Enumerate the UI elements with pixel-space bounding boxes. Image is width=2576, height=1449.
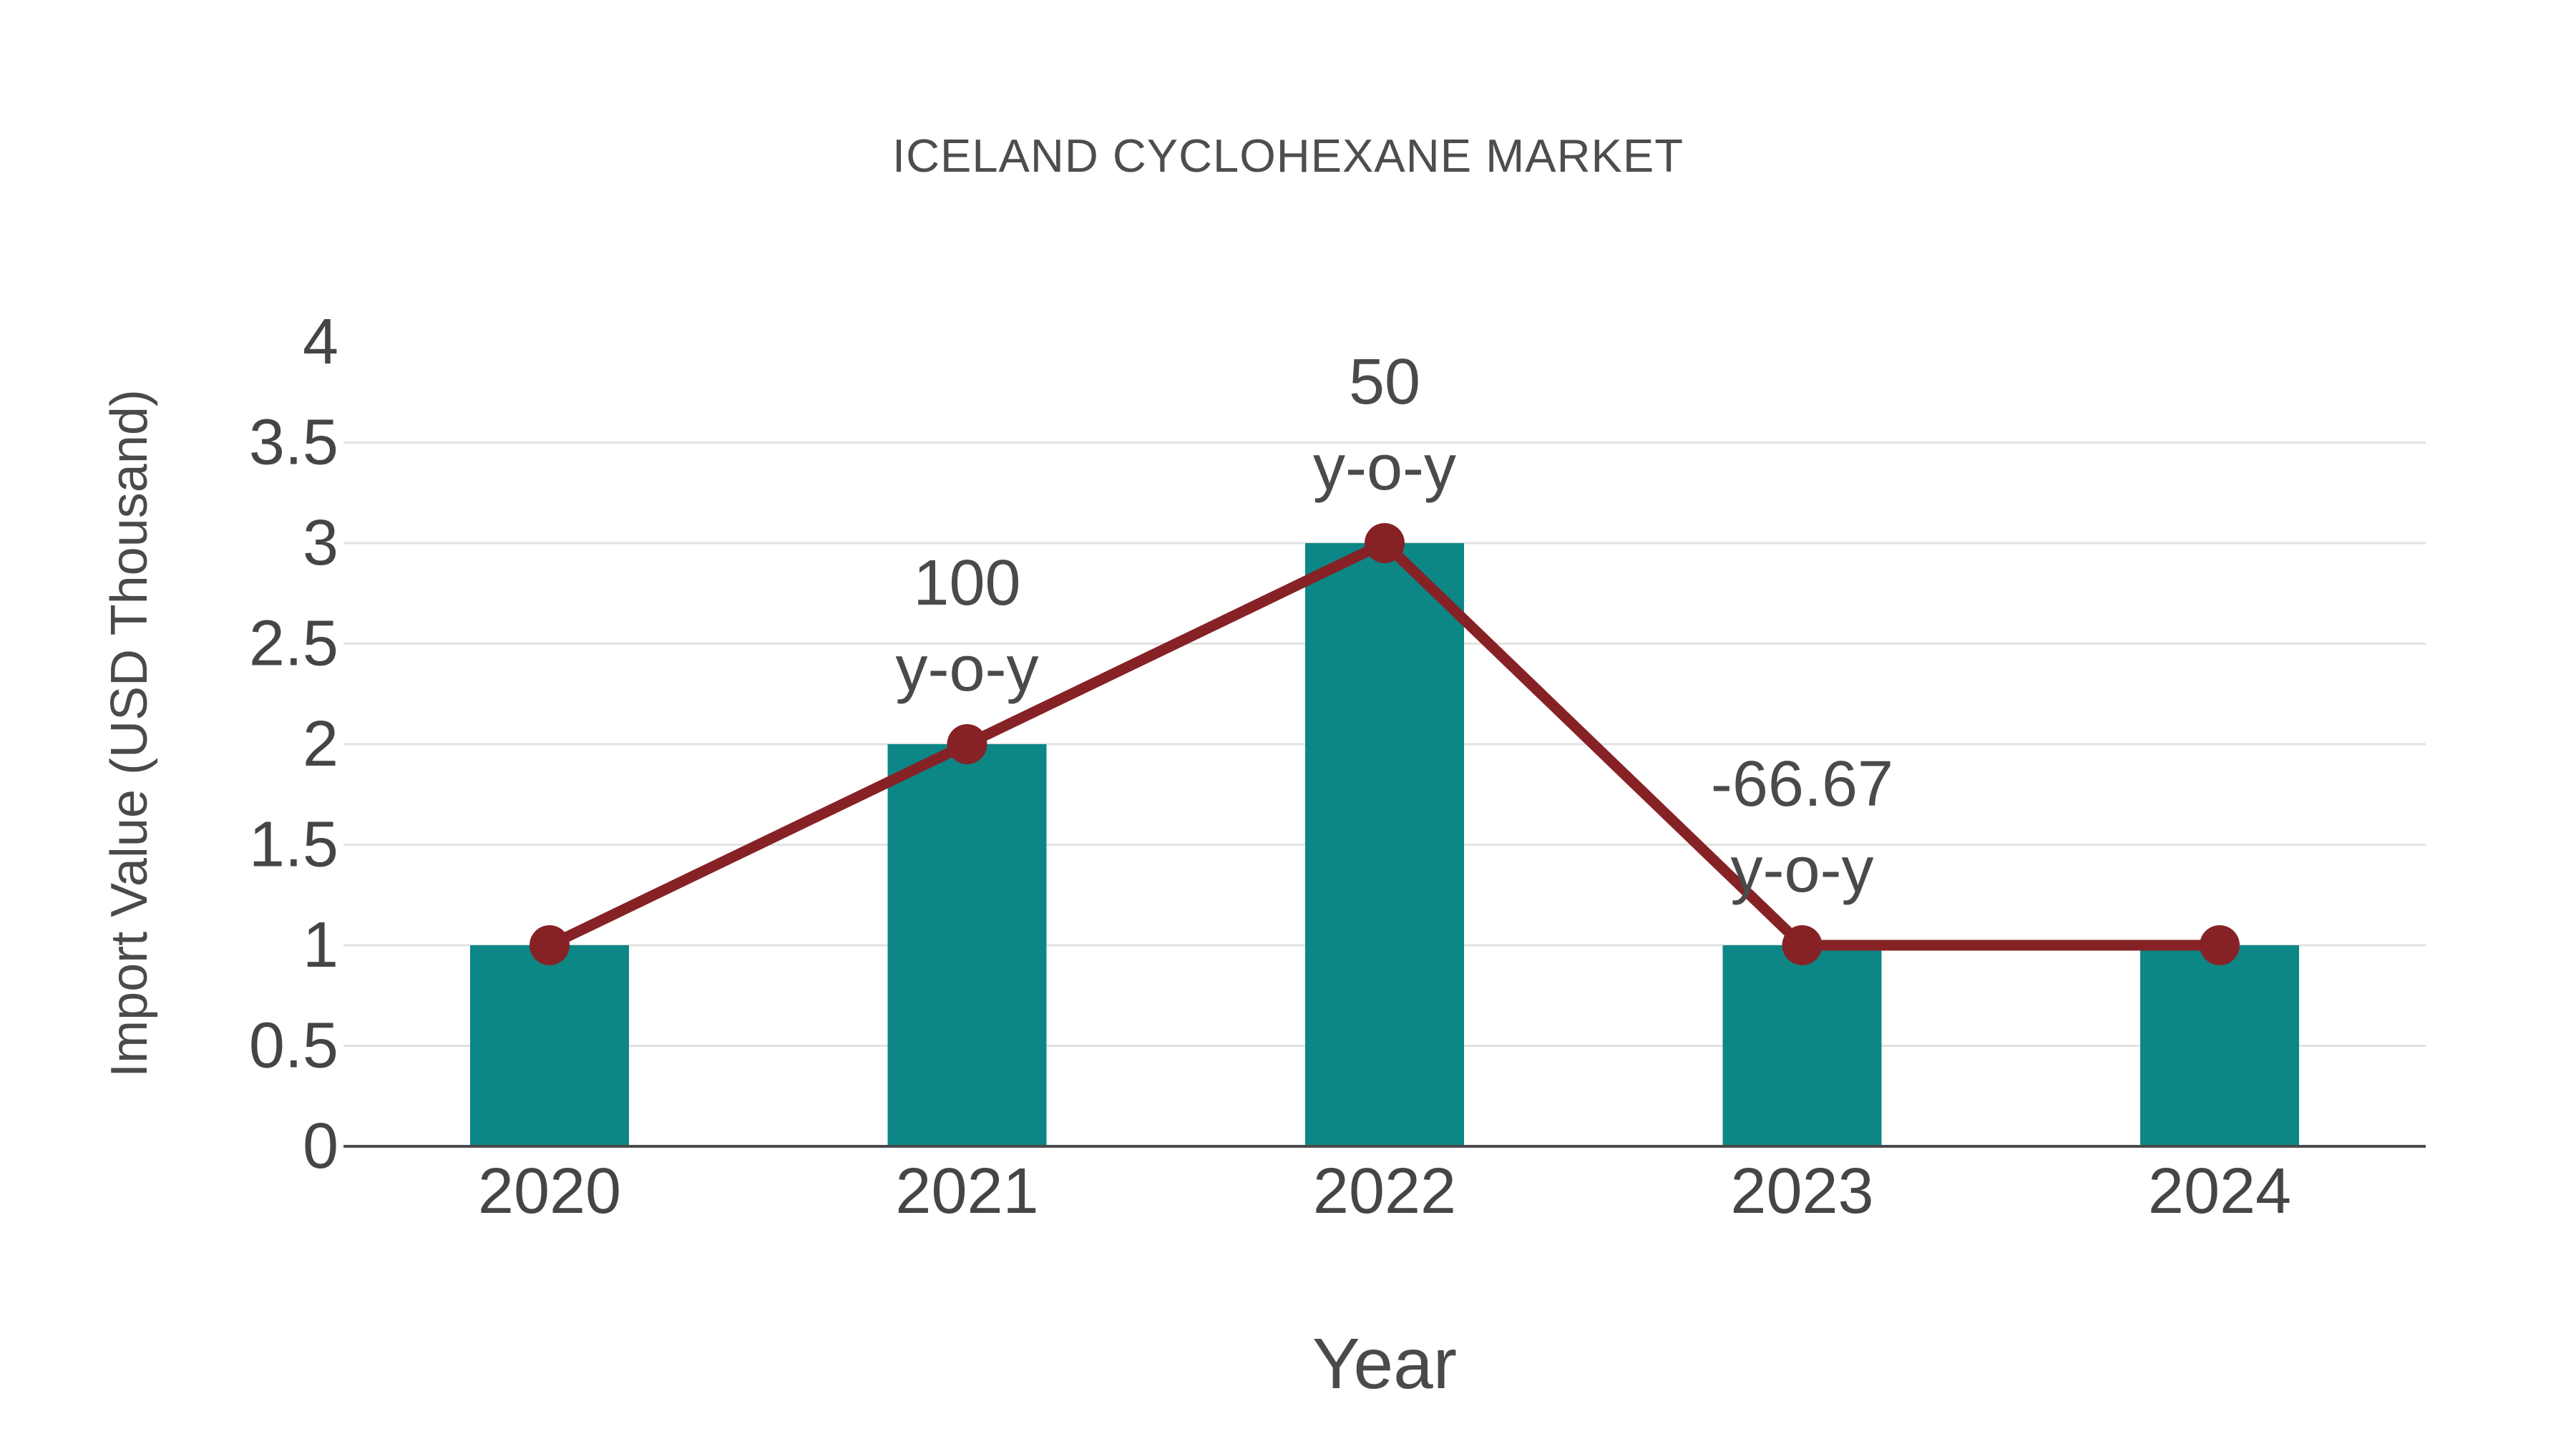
- data-point-2021[interactable]: [947, 724, 987, 764]
- y-tick-label-3: 3: [303, 507, 338, 579]
- y-axis-title: Import Value (USD Thousand): [101, 389, 158, 1078]
- annotation-suffix-2021: y-o-y: [896, 633, 1039, 705]
- bar-2020[interactable]: [470, 945, 629, 1146]
- x-tick-label-2024: 2024: [2148, 1156, 2291, 1227]
- y-tick-label-1.5: 1.5: [249, 809, 338, 881]
- y-tick-label-3.5: 3.5: [249, 407, 338, 479]
- data-point-2022[interactable]: [1365, 523, 1405, 563]
- annotation-suffix-2023: y-o-y: [1731, 834, 1874, 906]
- annotation-value-2022: 50: [1349, 346, 1420, 418]
- y-tick-label-2: 2: [303, 708, 338, 780]
- x-tick-labels-group: 2020 2021 2022 2023 2024: [478, 1156, 2291, 1227]
- x-tick-label-2023: 2023: [1730, 1156, 1873, 1227]
- data-point-2020[interactable]: [530, 925, 570, 965]
- x-tick-label-2022: 2022: [1313, 1156, 1456, 1227]
- chart-title: ICELAND CYCLOHEXANE MARKET: [892, 130, 1684, 182]
- x-axis-title: Year: [1312, 1324, 1457, 1404]
- bar-2023[interactable]: [1722, 945, 1882, 1146]
- bar-2024[interactable]: [2140, 945, 2299, 1146]
- data-point-2023[interactable]: [1782, 925, 1823, 965]
- y-tick-label-0: 0: [303, 1111, 338, 1182]
- y-tick-label-4: 4: [303, 306, 338, 378]
- data-point-2024[interactable]: [2200, 925, 2240, 965]
- data-points-group: [530, 523, 2240, 965]
- bar-2021[interactable]: [887, 744, 1047, 1146]
- annotation-value-2021: 100: [913, 547, 1020, 619]
- x-tick-label-2020: 2020: [478, 1156, 621, 1227]
- bars-group: [470, 543, 2299, 1146]
- annotation-suffix-2022: y-o-y: [1313, 432, 1456, 504]
- y-tick-label-1: 1: [303, 909, 338, 981]
- annotation-value-2023: -66.67: [1711, 748, 1893, 820]
- y-tick-label-0.5: 0.5: [249, 1010, 338, 1082]
- y-tick-labels-group: 0 0.5 1 1.5 2 2.5 3 3.5 4: [249, 306, 338, 1182]
- annotations-group: 100 y-o-y 50 y-o-y -66.67 y-o-y: [896, 346, 1894, 906]
- bar-2022[interactable]: [1305, 543, 1464, 1146]
- y-tick-label-2.5: 2.5: [249, 608, 338, 680]
- x-tick-label-2021: 2021: [895, 1156, 1038, 1227]
